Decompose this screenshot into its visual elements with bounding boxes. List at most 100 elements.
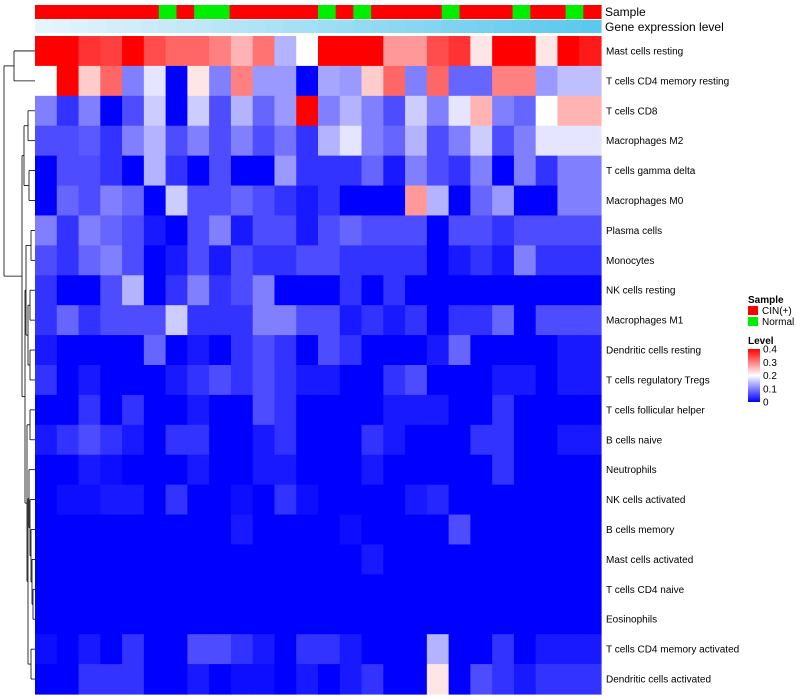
- heatmap-cell: [557, 424, 580, 456]
- heatmap-cell: [492, 335, 515, 366]
- heatmap-cell: [187, 305, 210, 336]
- heatmap-cell: [557, 335, 580, 366]
- sample-annotation-cell: [406, 5, 425, 19]
- heatmap-cell: [448, 305, 471, 336]
- heatmap-cell: [143, 574, 167, 605]
- heatmap-cell: [230, 365, 254, 396]
- row-label: Monocytes: [606, 256, 654, 267]
- heatmap-cell: [78, 484, 101, 516]
- heatmap-cell: [100, 125, 123, 157]
- heatmap-cell: [470, 424, 493, 456]
- heatmap-cell: [579, 574, 602, 605]
- heatmap-cell: [492, 95, 515, 127]
- heatmap-cell: [209, 125, 232, 157]
- heatmap-cell: [230, 484, 254, 516]
- heatmap-cell: [448, 664, 471, 695]
- heatmap-cell: [383, 484, 406, 516]
- heatmap-cell: [100, 634, 123, 665]
- heatmap-cell: [470, 365, 493, 396]
- heatmap-cell: [405, 365, 428, 396]
- heatmap-cell: [318, 36, 341, 67]
- row-label: T cells follicular helper: [606, 405, 705, 416]
- expression-annotation-cell: [247, 20, 266, 33]
- heatmap-cell: [535, 275, 559, 306]
- heatmap-cell: [143, 36, 167, 67]
- heatmap-cell: [579, 544, 602, 575]
- heatmap-cell: [448, 125, 471, 157]
- expression-annotation-cell: [406, 20, 425, 33]
- heatmap-cell: [339, 36, 363, 67]
- heatmap-cell: [579, 36, 602, 67]
- heatmap-cell: [361, 574, 384, 605]
- annotation-label-expression: Gene expression level: [605, 20, 724, 34]
- heatmap-cell: [274, 245, 297, 276]
- sample-annotation-cell: [194, 5, 213, 19]
- heatmap-cell: [296, 245, 319, 276]
- sample-annotation-cell: [52, 5, 71, 19]
- heatmap-cell: [274, 125, 297, 157]
- heatmap-cell: [448, 65, 471, 97]
- sample-annotation-cell: [318, 5, 337, 19]
- heatmap-cell: [35, 305, 58, 336]
- heatmap-cell: [579, 125, 602, 157]
- heatmap-cell: [122, 215, 145, 246]
- heatmap-cell: [405, 125, 428, 157]
- heatmap-cell: [143, 424, 167, 456]
- heatmap-cell: [535, 215, 559, 246]
- heatmap-cell: [470, 215, 493, 246]
- heatmap-cell: [361, 305, 384, 336]
- heatmap-cell: [252, 36, 276, 67]
- heatmap-cell: [383, 185, 406, 217]
- heatmap-cell: [318, 484, 341, 516]
- legend-level-title: Level: [748, 336, 774, 347]
- heatmap-cell: [557, 514, 580, 546]
- heatmap-cell: [122, 95, 145, 127]
- heatmap-cell: [513, 664, 537, 695]
- heatmap-cell: [230, 185, 254, 217]
- heatmap-cell: [252, 365, 276, 396]
- heatmap-cell: [448, 514, 471, 546]
- heatmap-cell: [296, 574, 319, 605]
- heatmap-cell: [252, 394, 276, 426]
- heatmap-cell: [122, 424, 145, 456]
- row-label: Mast cells activated: [606, 555, 693, 566]
- heatmap-cell: [56, 634, 80, 665]
- heatmap-cell: [339, 574, 363, 605]
- expression-annotation-cell: [35, 20, 54, 33]
- heatmap-cell: [35, 424, 58, 456]
- heatmap-cell: [557, 604, 580, 635]
- heatmap-cell: [405, 305, 428, 336]
- heatmap-cell: [187, 394, 210, 426]
- heatmap-cell: [100, 604, 123, 635]
- heatmap-cell: [187, 544, 210, 575]
- expression-annotation-cell: [335, 20, 354, 33]
- heatmap-cell: [448, 454, 471, 486]
- heatmap-cell: [122, 514, 145, 546]
- row-label: Dendritic cells resting: [606, 346, 701, 357]
- heatmap-cell: [187, 36, 210, 67]
- heatmap-cell: [361, 365, 384, 396]
- heatmap-cell: [35, 664, 58, 695]
- heatmap-cell: [513, 185, 537, 217]
- sample-annotation-cell: [424, 5, 443, 19]
- heatmap-cell: [230, 65, 254, 97]
- heatmap-cell: [143, 185, 167, 217]
- heatmap-cell: [318, 424, 341, 456]
- heatmap-cell: [513, 245, 537, 276]
- row-labels: Mast cells resting T cells CD4 memory res…: [606, 46, 739, 685]
- heatmap-cell: [252, 65, 276, 97]
- heatmap-cell: [361, 215, 384, 246]
- heatmap-cell: [56, 155, 80, 187]
- heatmap-cell: [165, 664, 188, 695]
- heatmap-cell: [426, 305, 450, 336]
- heatmap-cell: [187, 65, 210, 97]
- heatmap-cell: [426, 394, 450, 426]
- expression-annotation-cell: [229, 20, 248, 33]
- heatmap-cell: [209, 275, 232, 306]
- expression-annotation-cell: [388, 20, 408, 33]
- heatmap-cell: [448, 484, 471, 516]
- heatmap-cell: [209, 604, 232, 635]
- heatmap-cell: [339, 275, 363, 306]
- heatmap-cell: [513, 215, 537, 246]
- heatmap-cell: [187, 514, 210, 546]
